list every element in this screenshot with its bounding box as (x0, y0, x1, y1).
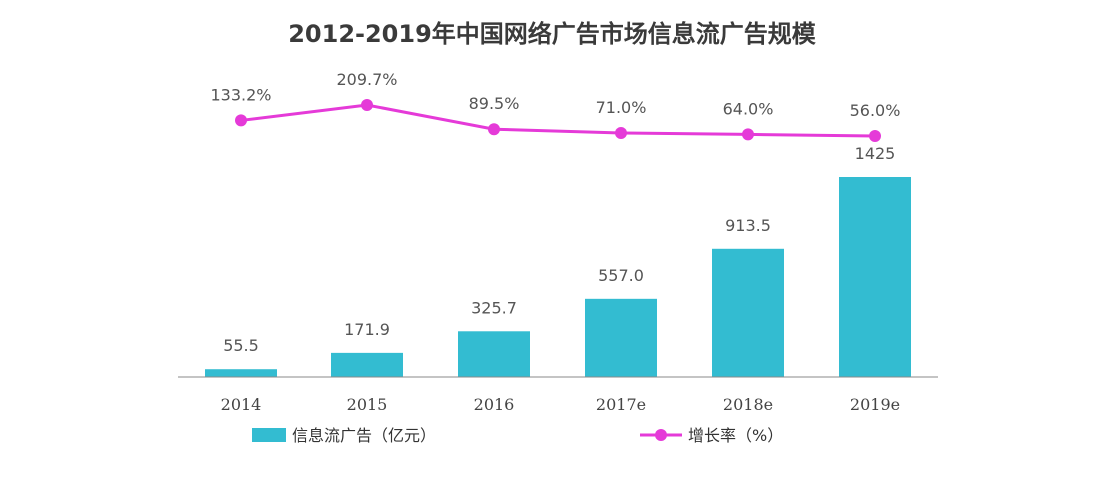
bar-label-2015: 171.9 (344, 320, 390, 339)
growth-point-2016 (488, 123, 500, 136)
x-tick-2016: 2016 (474, 395, 515, 414)
bar-label-2018e: 913.5 (725, 216, 771, 235)
growth-value-labels: 133.2% 209.7% 89.5% 71.0% 64.0% 56.0% (210, 70, 900, 120)
bar-label-2019e: 1425 (855, 144, 896, 163)
growth-label-2019e: 56.0% (850, 101, 901, 120)
x-tick-2019e: 2019e (850, 395, 900, 414)
growth-point-2017e (615, 126, 627, 139)
growth-point-2019e (869, 130, 881, 142)
growth-line (240, 103, 876, 138)
bar-2014 (205, 369, 277, 377)
growth-label-2017e: 71.0% (596, 98, 647, 117)
growth-label-2016: 89.5% (469, 94, 520, 113)
x-tick-2015: 2015 (347, 395, 388, 414)
bar-2017e (585, 298, 657, 377)
legend: 信息流广告（亿元） 增长率（%） (252, 426, 783, 445)
bar-series (205, 177, 911, 377)
bar-2015 (331, 352, 403, 377)
growth-label-2014: 133.2% (210, 85, 271, 104)
legend-label-bar: 信息流广告（亿元） (292, 426, 436, 445)
bar-2018e (712, 248, 784, 377)
growth-point-2018e (742, 128, 754, 141)
chart-title: 2012-2019年中国网络广告市场信息流广告规模 (288, 20, 816, 48)
growth-label-2015: 209.7% (336, 70, 397, 89)
bar-2019e (839, 177, 911, 377)
growth-point-2014 (235, 114, 247, 127)
growth-label-2018e: 64.0% (723, 99, 774, 118)
legend-swatch-bar (252, 428, 286, 442)
x-tick-2017e: 2017e (596, 395, 646, 414)
x-tick-labels: 2014 2015 2016 2017e 2018e 2019e (221, 395, 900, 414)
x-tick-2014: 2014 (221, 395, 262, 414)
growth-line-series (235, 99, 881, 142)
legend-label-line: 增长率（%） (688, 426, 783, 445)
bar-2016 (458, 331, 530, 377)
bar-label-2014: 55.5 (223, 336, 259, 355)
legend-swatch-marker (655, 429, 667, 441)
growth-point-2015 (361, 99, 373, 111)
bar-value-labels: 55.5 171.9 325.7 557.0 913.5 1425 (223, 144, 895, 355)
bar-label-2017e: 557.0 (598, 266, 644, 285)
bar-label-2016: 325.7 (471, 298, 517, 317)
x-tick-2018e: 2018e (723, 395, 773, 414)
